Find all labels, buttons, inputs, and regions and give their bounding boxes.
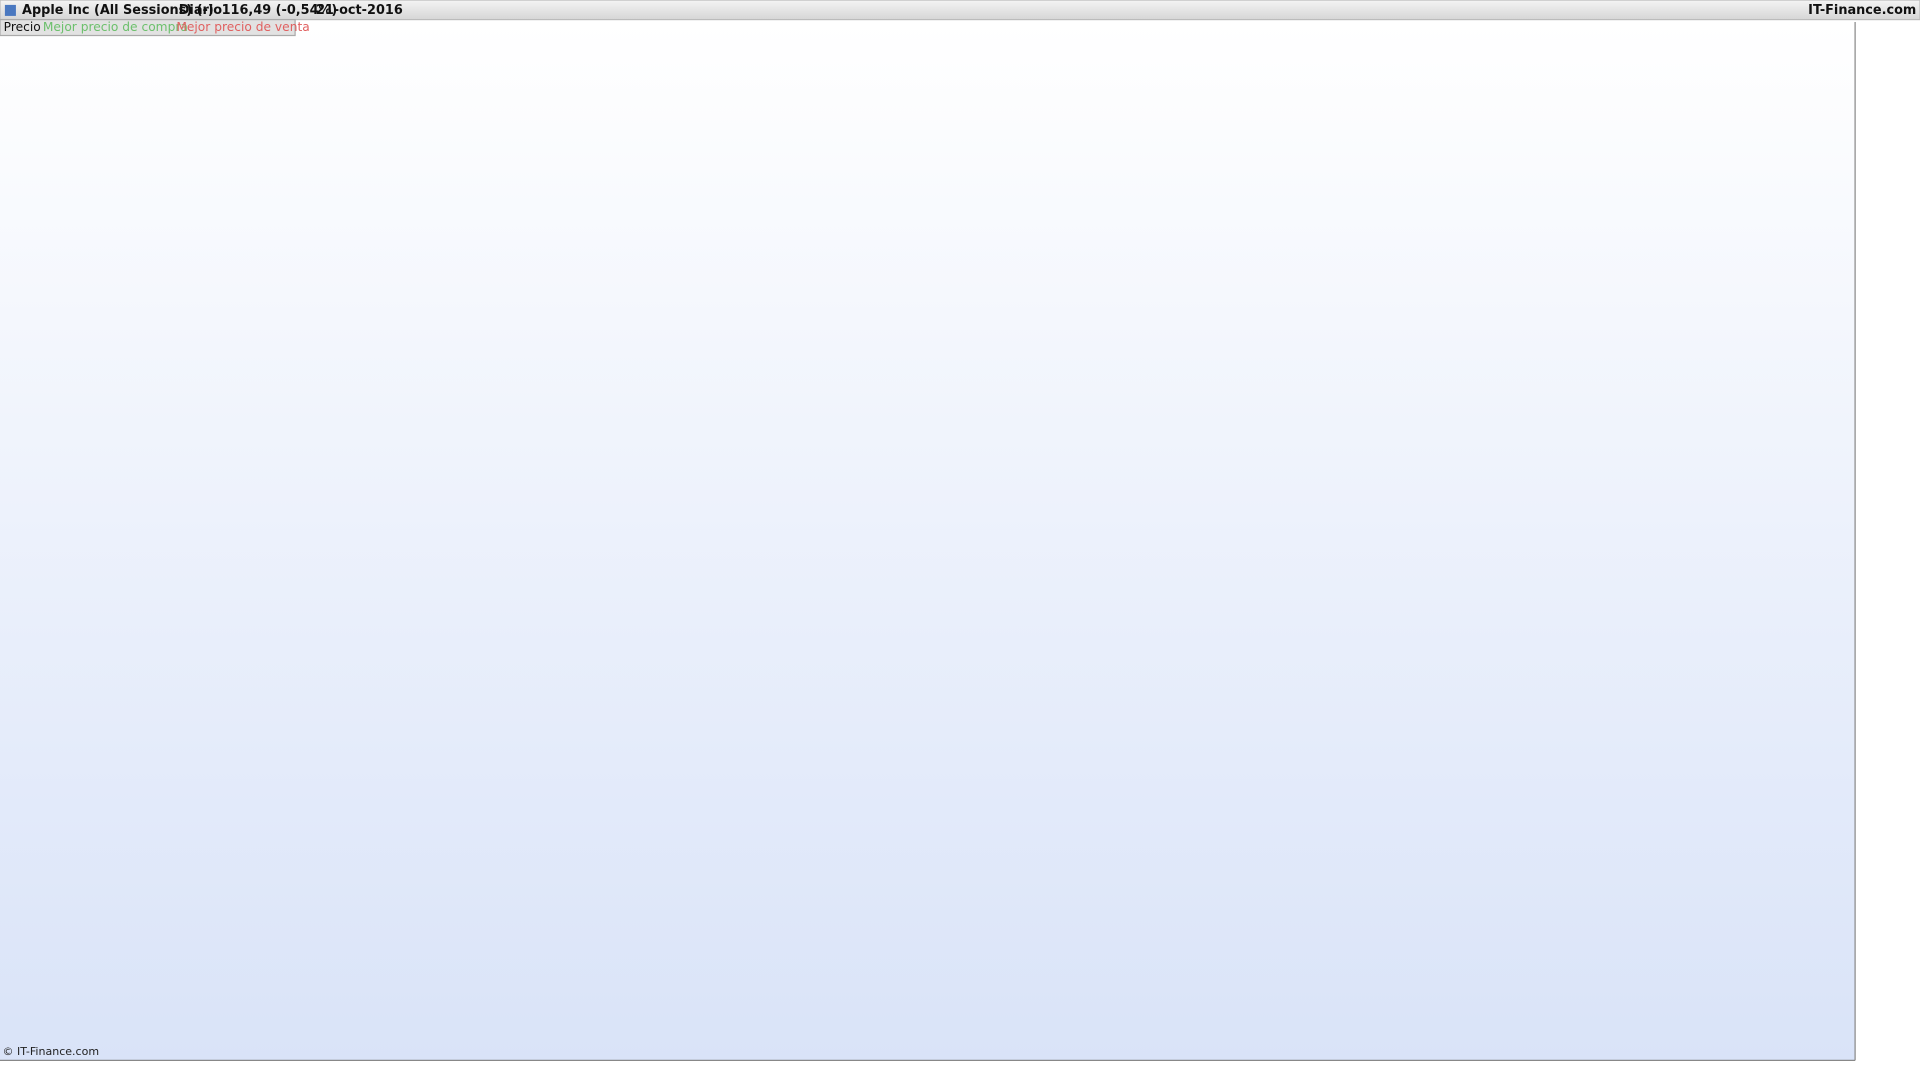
legend-entry[interactable]: Mejor precio de compra	[43, 20, 188, 34]
header-title: Apple Inc (All Sessions) (-)	[22, 3, 214, 18]
copyright: © IT-Finance.com	[2, 1045, 99, 1058]
header-period: Diario	[179, 3, 222, 18]
header-icon	[4, 4, 16, 16]
legend-box	[0, 18, 296, 37]
brand: IT-Finance.com	[1808, 3, 1916, 18]
legend-entry[interactable]: Precio	[4, 20, 41, 34]
header-date: 21-oct-2016	[316, 3, 403, 18]
header-bar	[0, 0, 1920, 21]
legend-entry[interactable]: Mejor precio de venta	[176, 20, 309, 34]
plot-background	[0, 22, 1856, 1061]
header-price: 116,49 (-0,54%)	[222, 3, 338, 18]
